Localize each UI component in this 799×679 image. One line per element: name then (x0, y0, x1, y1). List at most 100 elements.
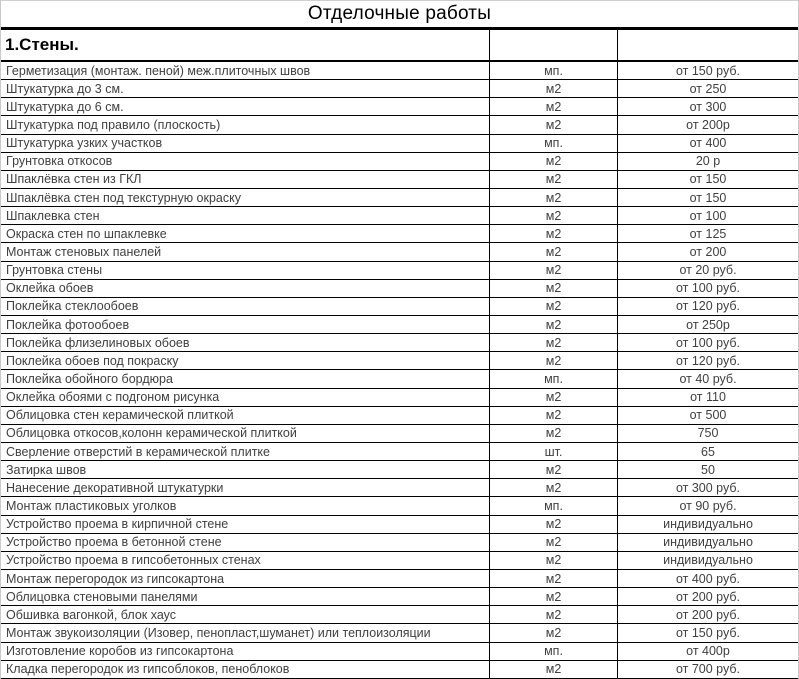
unit-cell: м2 (489, 334, 617, 352)
price-cell: от 110 (617, 388, 798, 406)
unit-cell: м2 (489, 352, 617, 370)
unit-cell: шт. (489, 442, 617, 461)
work-name-cell: Сверление отверстий в керамической плитк… (6, 444, 270, 459)
price-cell: от 150 руб. (617, 624, 798, 642)
price-cell: от 20 руб. (617, 261, 798, 279)
table-row: Шпаклёвка стен под текстурную окраску м2 о… (1, 188, 798, 208)
work-name-cell: Штукатурка узких участков (6, 136, 163, 151)
unit-cell: м2 (489, 533, 617, 551)
work-name-cell: Поклейка стеклообоев (6, 299, 139, 314)
price-cell: от 250 (617, 80, 798, 98)
table-row: Монтаж перегородок из гипсокартона м2 от 4… (1, 569, 798, 589)
table-row: Устройство проема в гипсобетонных стенах… (1, 551, 798, 570)
unit-cell: м2 (489, 388, 617, 406)
price-cell: от 200 руб. (617, 588, 798, 606)
price-cell: 750 (617, 424, 798, 442)
work-name-cell: Штукатурка под правило (плоскость) (6, 117, 221, 132)
unit-cell: мп. (489, 642, 617, 660)
price-cell: от 125 (617, 225, 798, 243)
work-name-cell: Кладка перегородок из гипсоблоков, пеноб… (6, 662, 290, 677)
work-name-cell: Изготовление коробов из гипсокартона (6, 644, 234, 659)
work-name-cell: Устройство проема в гипсобетонных стенах (6, 553, 261, 568)
unit-cell: м2 (489, 551, 617, 569)
unit-cell: м2 (489, 116, 617, 134)
table-row: Обшивка вагонкой, блок хаус м2 от 200 руб. (1, 606, 798, 625)
price-cell: от 300 руб. (617, 479, 798, 497)
table-row: Монтаж пластиковых уголков мп. от 90 руб. (1, 497, 798, 516)
unit-cell: м2 (489, 279, 617, 297)
unit-cell: мп. (489, 134, 617, 152)
unit-cell: м2 (489, 297, 617, 315)
unit-cell: м2 (489, 188, 617, 207)
price-cell: от 120 руб. (617, 297, 798, 315)
work-name-cell: Шпаклёвка стен под текстурную окраску (6, 190, 241, 205)
work-name-cell: Нанесение декоративной штукатурки (6, 480, 224, 495)
table-row: Затирка швов м2 50 (1, 461, 798, 480)
table-row: Устройство проема в кирпичной стене м2 инд… (1, 515, 798, 534)
unit-cell: м2 (489, 243, 617, 261)
price-cell: 65 (617, 442, 798, 461)
unit-cell: м2 (489, 315, 617, 334)
table-row: Монтаж стеновых панелей м2 от 200 (1, 243, 798, 262)
work-name-cell: Поклейка обойного бордюра (6, 371, 173, 386)
unit-cell: м2 (489, 424, 617, 442)
section-header-row: 1.Стены. (1, 30, 798, 62)
work-name-cell: Обшивка вагонкой, блок хаус (6, 607, 176, 622)
table-row: Облицовка стеновыми панелями м2 от 200 руб… (1, 588, 798, 607)
table-row: Оклейка обоями с подгоном рисунка м2 от 11… (1, 388, 798, 407)
section-price-cell (617, 30, 798, 60)
price-cell: от 150 (617, 170, 798, 188)
work-name-cell: Затирка швов (6, 462, 87, 477)
work-name-cell: Облицовка стен керамической плиткой (6, 408, 234, 423)
unit-cell: м2 (489, 569, 617, 588)
table-row: Монтаж звукоизоляции (Изовер, пенопласт,… (1, 624, 798, 643)
work-name-cell: Штукатурка до 6 см. (6, 99, 124, 114)
section-title: 1.Стены. (5, 35, 79, 54)
work-name-cell: Устройство проема в бетонной стене (6, 535, 222, 550)
unit-cell: м2 (489, 606, 617, 624)
price-cell: от 400 руб. (617, 569, 798, 588)
work-name-cell: Шпаклевка стен (6, 208, 100, 223)
work-name-cell: Монтаж звукоизоляции (Изовер, пенопласт,… (6, 625, 431, 640)
work-name-cell: Монтаж пластиковых уголков (6, 498, 177, 513)
table-row: Поклейка фотообоев м2 от 250р (1, 315, 798, 335)
unit-cell: м2 (489, 479, 617, 497)
unit-cell: м2 (489, 152, 617, 170)
work-name-cell: Устройство проема в кирпичной стене (6, 517, 229, 532)
table-row: Устройство проема в бетонной стене м2 инди… (1, 533, 798, 552)
price-cell: индивидуально (617, 515, 798, 533)
table-row: Поклейка обойного бордюра мп. от 40 руб. (1, 370, 798, 389)
table-row: Штукатурка узких участков мп. от 400 (1, 134, 798, 153)
price-cell: индивидуально (617, 551, 798, 569)
price-cell: от 100 руб. (617, 279, 798, 297)
price-cell: от 300 (617, 98, 798, 116)
price-cell: 20 р (617, 152, 798, 170)
work-name-cell: Поклейка обоев под покраску (6, 353, 179, 368)
work-name-cell: Облицовка откосов,колонн керамической пл… (6, 426, 297, 441)
table-row: Облицовка откосов,колонн керамической пл… (1, 424, 798, 443)
work-name-cell: Облицовка стеновыми панелями (6, 589, 198, 604)
work-name-cell: Монтаж перегородок из гипсокартона (6, 571, 225, 586)
price-cell: от 90 руб. (617, 497, 798, 515)
work-name-cell: Грунтовка стены (6, 263, 103, 278)
section-unit-cell (489, 30, 617, 60)
price-cell: от 700 руб. (617, 660, 798, 678)
table-row: Грунтовка стены м2 от 20 руб. (1, 261, 798, 280)
unit-cell: м2 (489, 225, 617, 243)
price-cell: от 40 руб. (617, 370, 798, 388)
unit-cell: м2 (489, 660, 617, 678)
price-cell: от 200 (617, 243, 798, 261)
price-cell: от 120 руб. (617, 352, 798, 370)
work-name-cell: Поклейка фотообоев (6, 317, 130, 332)
table-body: Герметизация (монтаж. пеной) меж.плиточн… (1, 62, 798, 679)
work-name-cell: Поклейка флизелиновых обоев (6, 335, 190, 350)
price-cell: от 250р (617, 315, 798, 334)
unit-cell: м2 (489, 624, 617, 642)
unit-cell: м2 (489, 170, 617, 188)
unit-cell: м2 (489, 461, 617, 479)
price-cell: от 200 руб. (617, 606, 798, 624)
table-row: Изготовление коробов из гипсокартона мп. о… (1, 642, 798, 661)
price-cell: от 200р (617, 116, 798, 134)
work-name-cell: Шпаклёвка стен из ГКЛ (6, 172, 142, 187)
